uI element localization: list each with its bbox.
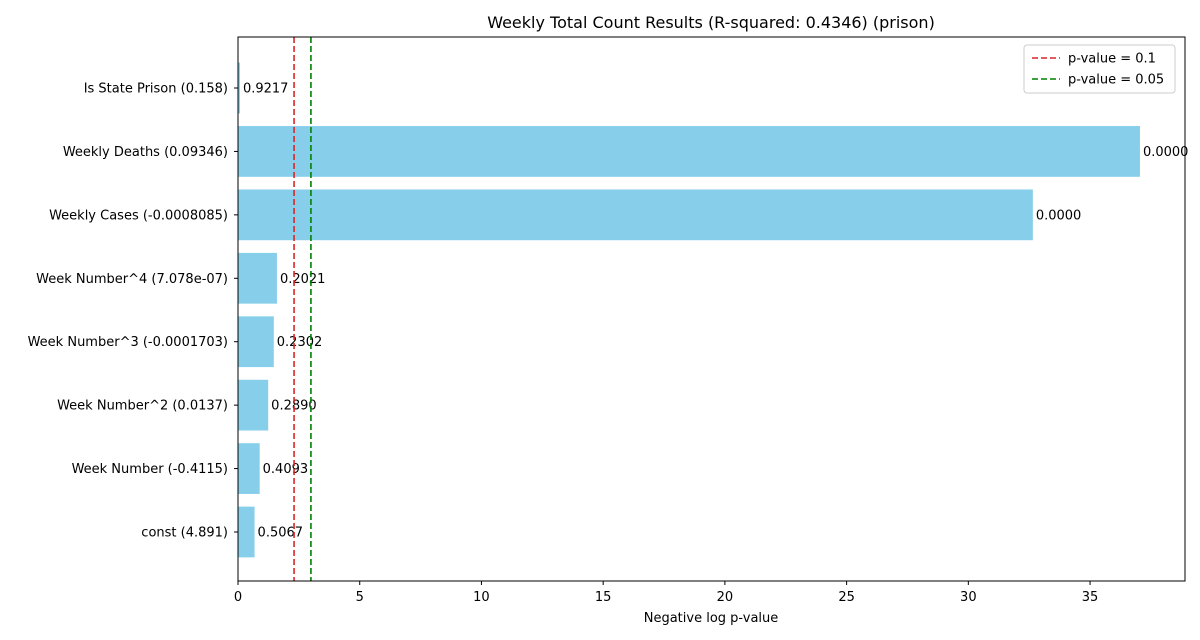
bar [238, 443, 260, 494]
bar [238, 126, 1140, 177]
x-axis-ticks: 0 5 10 15 20 25 30 35 [234, 581, 1098, 605]
legend: p-value = 0.1 p-value = 0.05 [1023, 44, 1176, 94]
x-tick-label: 20 [717, 590, 734, 605]
bar-value-label: 0.2021 [280, 272, 326, 287]
bar [238, 379, 269, 431]
reference-lines-group [293, 37, 312, 581]
y-tick-label: Week Number (-0.4115) [72, 462, 228, 477]
y-tick-label: Week Number^4 (7.078e-07) [36, 272, 228, 287]
x-tick-label: 25 [838, 590, 855, 605]
x-tick-label: 5 [356, 590, 364, 605]
y-tick-label: Weekly Cases (-0.0008085) [49, 208, 228, 223]
y-tick-label: Weekly Deaths (0.09346) [63, 145, 228, 160]
legend-label: p-value = 0.1 [1068, 52, 1156, 67]
bar-value-label: 0.4093 [263, 462, 309, 477]
x-tick-label: 30 [960, 590, 977, 605]
x-axis-label: Negative log p-value [644, 611, 779, 626]
bar [238, 62, 240, 114]
axes-frame [237, 36, 1186, 582]
y-tick-label: Week Number^3 (-0.0001703) [28, 335, 228, 350]
legend-label: p-value = 0.05 [1068, 73, 1164, 88]
bar-value-label: 0.0000 [1036, 208, 1082, 223]
x-tick-label: 0 [234, 590, 242, 605]
y-tick-label: Is State Prison (0.158) [84, 82, 228, 97]
x-tick-label: 35 [1082, 590, 1099, 605]
bar-value-label: 0.5067 [258, 526, 304, 541]
y-tick-label: const (4.891) [141, 526, 228, 541]
y-axis-ticks: Is State Prison (0.158) Weekly Deaths (0.… [28, 82, 238, 541]
bar [238, 189, 1033, 241]
x-tick-label: 15 [595, 590, 612, 605]
y-tick-label: Week Number^2 (0.0137) [57, 399, 228, 414]
bar [238, 316, 274, 368]
legend-box [1023, 44, 1176, 94]
bar [238, 252, 277, 304]
bar-value-label: 0.9217 [243, 82, 289, 97]
bar-value-label: 0.0000 [1143, 145, 1189, 160]
chart-title: Weekly Total Count Results (R-squared: 0… [487, 13, 935, 32]
bar [238, 506, 255, 558]
x-tick-label: 10 [473, 590, 490, 605]
bars-group: 0.92170.00000.00000.20210.23020.28900.40… [238, 62, 1189, 558]
bar-value-label: 0.2302 [277, 335, 323, 350]
